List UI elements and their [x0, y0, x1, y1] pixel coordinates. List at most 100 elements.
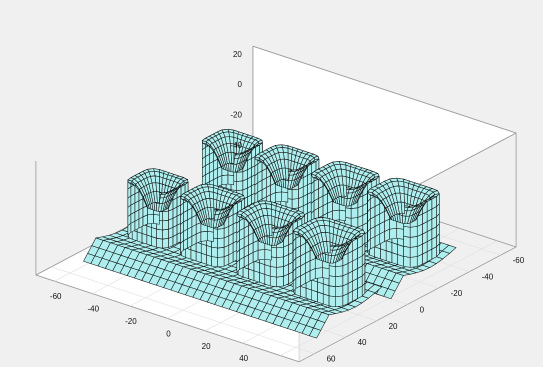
rear-block-boss-cavity — [230, 163, 234, 173]
front-block-boss-wall — [147, 213, 154, 225]
front-block-boss-wall — [207, 230, 214, 242]
rear-block-boss-wall — [275, 191, 283, 203]
rear-block-boss-wall — [350, 207, 359, 219]
front-block-boss-wall — [335, 285, 344, 298]
rear-block-boss-wall — [389, 227, 398, 240]
rear-block-boss-cavity — [400, 201, 405, 214]
front-block-boss-wall — [276, 266, 284, 278]
y-tick-label: -60 — [513, 256, 525, 265]
front-block-boss-wall — [257, 249, 266, 261]
front-block-boss-cavity — [324, 225, 331, 234]
front-block-boss-wall — [269, 275, 277, 288]
front-block-boss-wall — [335, 275, 344, 287]
x-tick-label: 0 — [166, 329, 171, 338]
x-tick-label: -60 — [50, 292, 62, 301]
axes-box-line — [252, 45, 517, 134]
y-tick-label: -40 — [482, 273, 494, 282]
front-block-boss-cavity — [154, 175, 160, 184]
front-block-boss-cavity — [156, 202, 160, 212]
rear-block-boss-wall — [338, 209, 346, 222]
front-block-boss-cavity — [156, 191, 160, 204]
front-block-boss-wall — [335, 295, 344, 308]
front-block-boss-wall — [328, 295, 337, 308]
front-block-boss-cavity — [326, 241, 331, 254]
front-block-boss-wall — [211, 246, 218, 258]
front-block-boss-wall — [217, 228, 225, 239]
rear-block-side — [383, 288, 396, 300]
rear-block-boss-wall — [291, 198, 299, 209]
y-tick-label: -20 — [451, 289, 463, 298]
front-block-boss-wall — [276, 276, 284, 288]
front-block-boss-cavity — [208, 191, 214, 200]
front-block-boss-wall — [156, 228, 163, 240]
front-block-boss-wall — [217, 247, 225, 258]
rear-block-boss-wall — [236, 180, 244, 191]
front-block-boss-wall — [276, 256, 284, 268]
rear-block-boss-cavity — [230, 151, 235, 164]
rear-block-boss-wall — [403, 236, 411, 248]
rear-block-boss-wall — [291, 188, 299, 200]
front-block-boss-cavity — [210, 219, 215, 229]
rear-block-boss-wall — [409, 236, 418, 248]
front-block-boss-wall — [217, 256, 225, 268]
rear-block-boss-cavity — [342, 184, 347, 197]
front-block-boss-wall — [322, 267, 330, 279]
front-block-boss-wall — [162, 229, 169, 240]
front-block-boss-wall — [314, 267, 323, 279]
rear-block-boss-wall — [409, 256, 418, 268]
rear-block-boss-wall — [409, 226, 418, 238]
front-block-side — [309, 327, 322, 339]
z-tick-label: -40 — [230, 141, 242, 150]
front-block-boss-cavity — [267, 215, 273, 226]
tick-labels: 200-20-40-60-40-200204060-60-40-20020406… — [50, 50, 525, 367]
rear-block-boss-cavity — [285, 179, 289, 189]
rear-block-boss-wall — [281, 191, 289, 203]
x-tick-label: -20 — [125, 317, 137, 326]
rear-block-boss-wall — [403, 256, 411, 268]
rear-block-boss-cavity — [340, 168, 347, 177]
front-block-boss-wall — [162, 210, 169, 222]
rear-block-boss-cavity — [284, 167, 289, 180]
rear-block-boss-wall — [396, 227, 404, 240]
front-block-boss-cavity — [268, 224, 273, 237]
front-block-boss-wall — [269, 266, 277, 278]
front-block-boss-wall — [162, 238, 169, 249]
y-tick-label: 0 — [420, 305, 425, 314]
rear-block-boss-wall — [409, 246, 418, 258]
front-block-boss-wall — [328, 285, 337, 298]
front-block-boss-wall — [328, 275, 337, 287]
front-block-boss-cavity — [210, 207, 215, 220]
z-tick-label: -20 — [230, 111, 242, 120]
x-tick-label: 20 — [202, 342, 211, 351]
y-tick-label: 60 — [327, 355, 336, 364]
rear-block-boss-wall — [403, 225, 411, 238]
rear-block-boss-wall — [403, 246, 411, 258]
front-block-boss-cavity — [266, 208, 273, 217]
front-block-boss-wall — [217, 237, 225, 249]
front-block-boss-wall — [162, 219, 169, 231]
front-block-boss-cavity — [155, 182, 160, 193]
x-tick-label: 40 — [239, 354, 248, 363]
rear-block-boss-cavity — [283, 151, 289, 160]
rear-block-boss-wall — [332, 209, 340, 221]
rear-block-boss-cavity — [284, 158, 289, 169]
y-tick-label: 20 — [389, 322, 398, 331]
front-block-boss-wall — [335, 265, 344, 277]
rear-block-boss-cavity — [341, 175, 347, 186]
front-block-boss-wall — [211, 256, 218, 268]
front-block-boss-wall — [328, 265, 337, 277]
front-block-boss-wall — [276, 246, 284, 258]
rear-block-boss-wall — [221, 174, 229, 185]
y-tick-label: 40 — [358, 338, 367, 347]
z-tick-label: 20 — [233, 50, 242, 59]
rear-block-boss-wall — [236, 171, 244, 182]
surface-mesh — [83, 129, 457, 339]
front-block-boss-wall — [264, 249, 272, 261]
grid-line — [51, 266, 315, 354]
front-block-boss-wall — [156, 237, 163, 249]
z-tick-label: 0 — [237, 80, 242, 89]
front-block-boss-wall — [153, 213, 160, 225]
rear-block-boss-cavity — [398, 185, 405, 194]
